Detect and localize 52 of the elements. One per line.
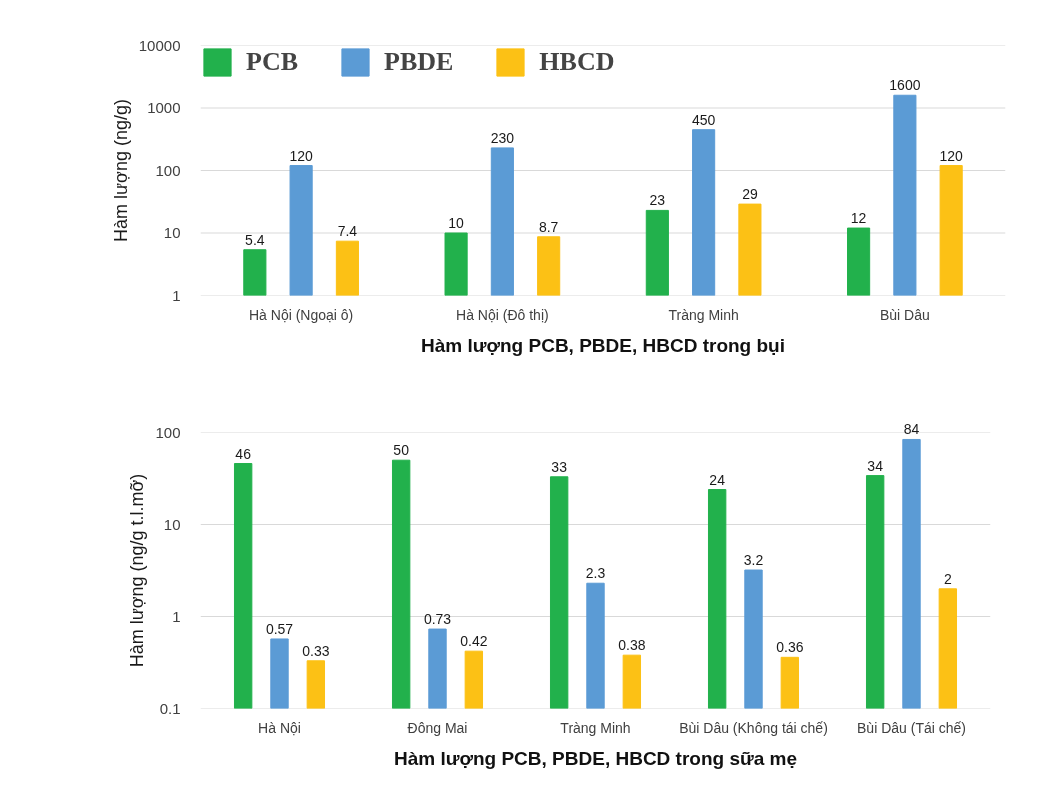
x-tick-label: Đông Mai: [407, 719, 468, 736]
data-label: 0.38: [618, 637, 646, 654]
y-tick-label: 100: [155, 161, 181, 179]
data-label: 50: [393, 442, 410, 459]
data-label: 12: [850, 210, 867, 227]
data-label: 450: [691, 111, 716, 128]
y-axis-title: Hàm lượng (ng/g): [110, 99, 131, 242]
data-label: 7.4: [337, 223, 358, 240]
data-label: 29: [742, 186, 758, 203]
x-tick-label: Bùi Dâu (Không tái chế): [679, 719, 828, 736]
data-label: 24: [709, 471, 726, 488]
data-label: 2.3: [585, 565, 606, 582]
data-label: 3.2: [743, 552, 764, 569]
x-tick-label: Tràng Minh: [668, 306, 739, 323]
data-label: 230: [490, 129, 515, 146]
legend-label: HBCD: [539, 47, 615, 77]
data-label: 0.42: [460, 633, 488, 650]
legend-label: PBDE: [384, 47, 454, 77]
data-label: 0.57: [265, 620, 294, 637]
data-label: 1600: [889, 77, 921, 94]
y-tick-label: 1000: [147, 99, 181, 116]
data-label: 33: [551, 458, 568, 475]
y-tick-label: 0.1: [159, 699, 181, 717]
x-tick-label: Hà Nội (Ngoại ô): [248, 306, 354, 323]
y-tick-label: 1: [172, 607, 181, 625]
text: Hàm lượng PCB, PBDE, HBCD trong bụi: [421, 334, 786, 356]
data-label: 8.7: [538, 218, 559, 235]
data-label: 5.4: [245, 231, 265, 248]
text: Hàm lượng PCB, PBDE, HBCD trong sữa mẹ: [393, 747, 798, 769]
y-tick-label: 100: [155, 423, 181, 441]
data-label: 34: [867, 457, 884, 474]
data-label: 23: [649, 192, 666, 209]
data-label: 84: [903, 421, 920, 438]
y-tick-label: 10000: [138, 36, 181, 54]
x-tick-label: Hà Nội (Đô thị): [456, 306, 549, 323]
y-tick-label: 10: [163, 224, 181, 241]
y-tick-label: 1: [172, 286, 181, 304]
x-tick-label: Hà Nội: [258, 719, 301, 736]
data-label: 0.73: [423, 611, 452, 628]
legend-label: PCB: [246, 47, 298, 77]
x-tick-label: Tràng Minh: [560, 719, 631, 736]
y-tick-label: 10: [163, 515, 181, 533]
data-label: 0.33: [302, 642, 330, 659]
data-label: 2: [943, 570, 952, 587]
data-label: 0.36: [776, 639, 804, 656]
data-label: 120: [289, 147, 314, 164]
y-axis-title: Hàm lượng (ng/g t.l.mỡ): [127, 473, 148, 668]
data-label: 46: [235, 445, 252, 462]
x-tick-label: Bùi Dâu (Tái chế): [857, 719, 966, 736]
data-label: 120: [939, 147, 964, 164]
x-tick-label: Bùi Dâu: [879, 306, 930, 323]
data-label: 10: [448, 215, 465, 231]
